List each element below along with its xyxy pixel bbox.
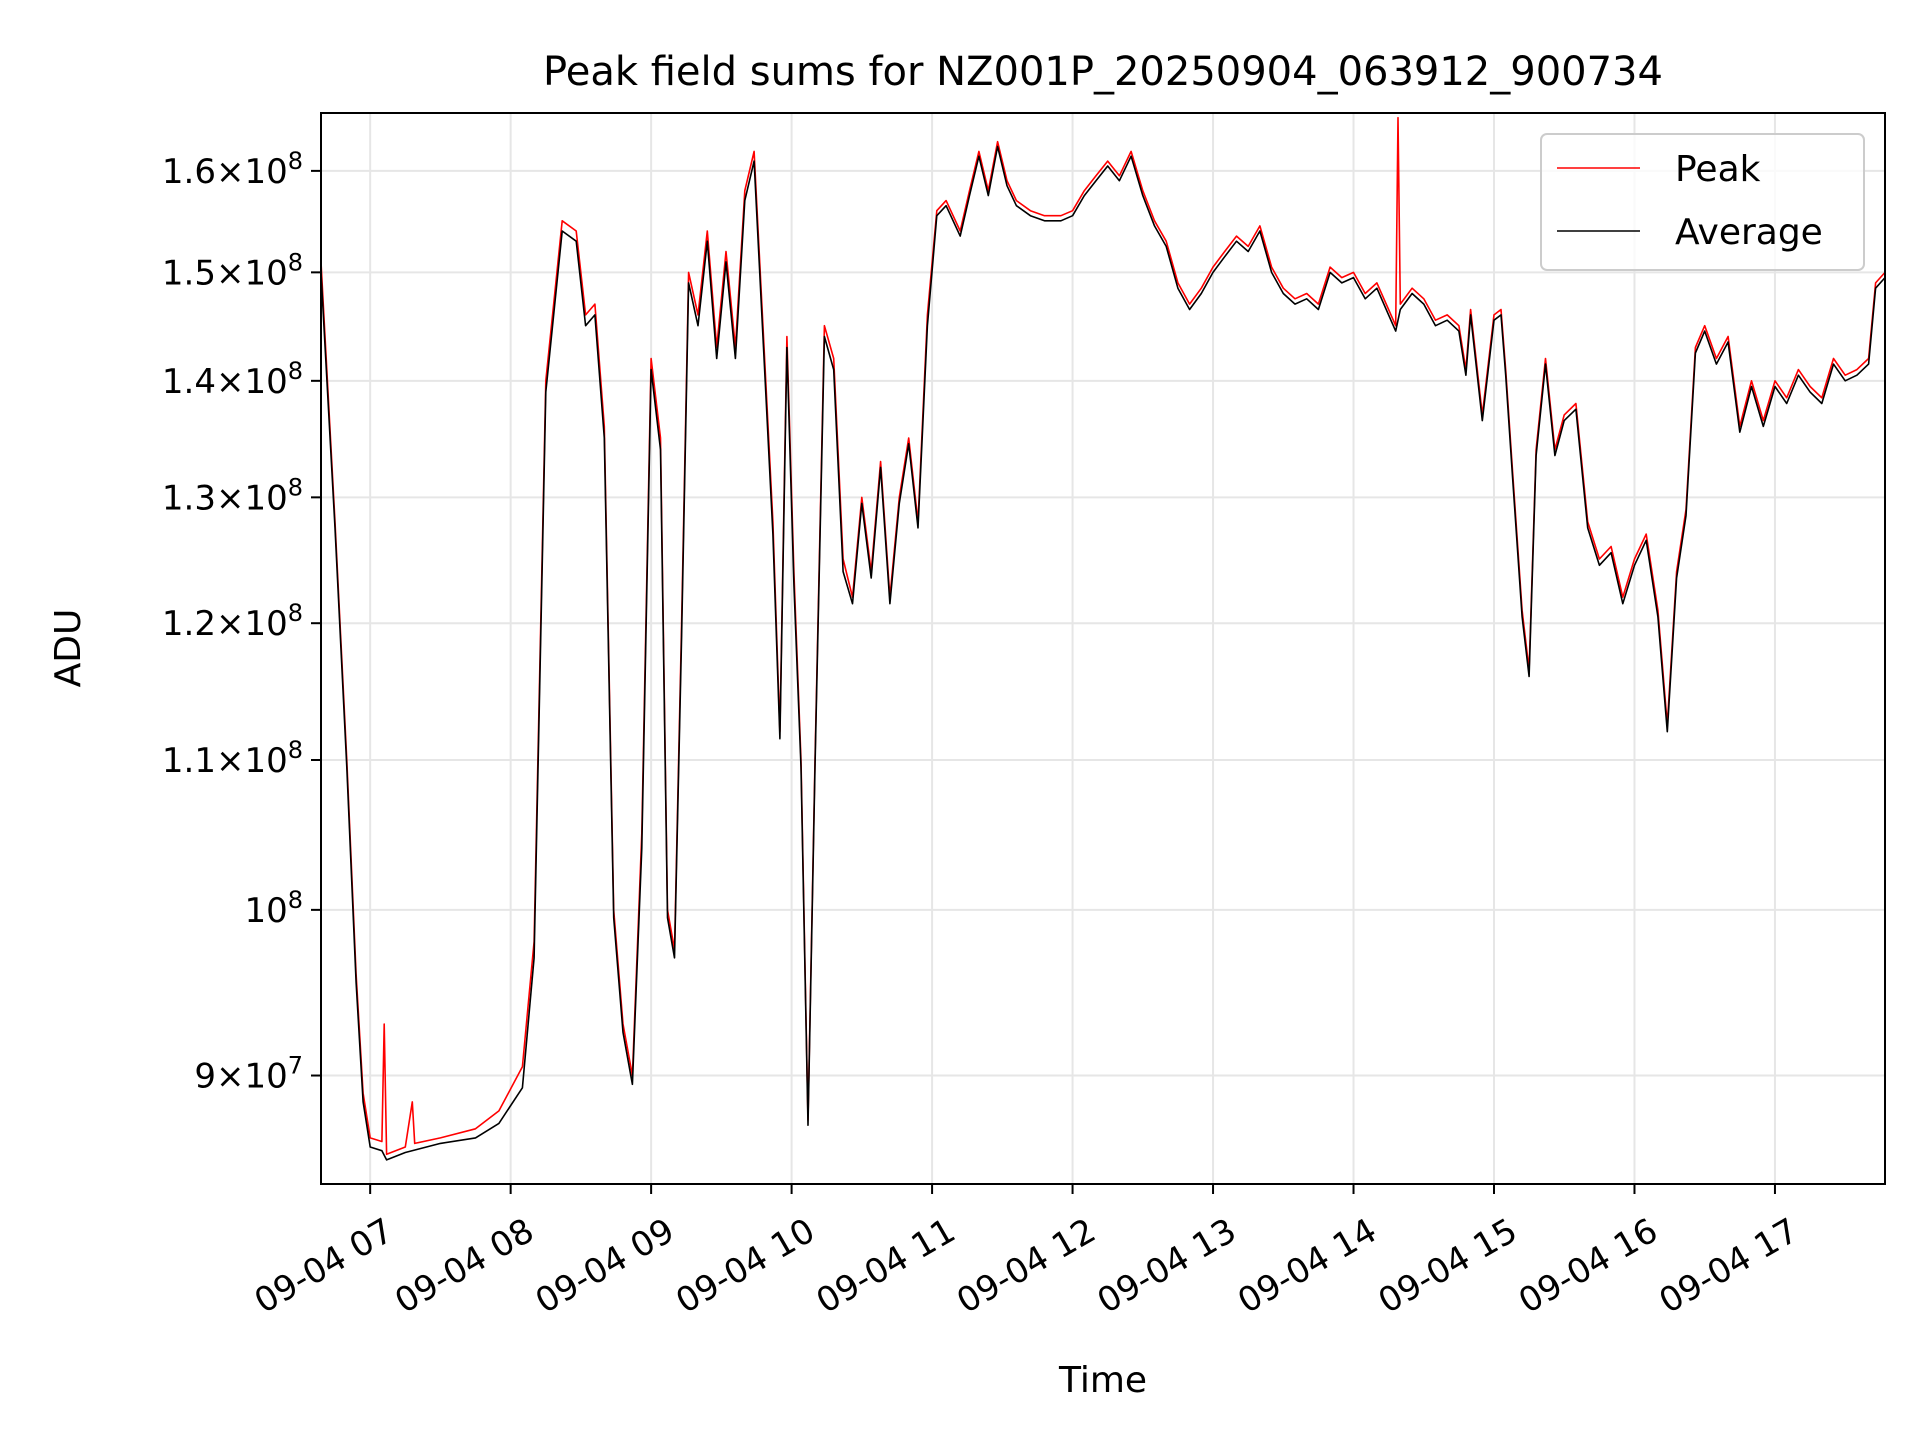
legend-peak-label: Peak	[1675, 149, 1761, 190]
y-tick-base: 10	[244, 152, 287, 192]
y-tick-exponent: 8	[288, 147, 303, 175]
y-tick-label: 1.6×108	[162, 147, 303, 192]
y-tick-mantissa: 1.2×	[162, 604, 245, 644]
y-tick-exponent: 8	[288, 886, 303, 914]
y-tick-exponent: 8	[288, 599, 303, 627]
y-tick-base: 10	[244, 362, 287, 402]
y-tick-label: 108	[244, 886, 303, 931]
y-tick-label: 1.2×108	[162, 599, 303, 644]
chart-title: Peak field sums for NZ001P_20250904_0639…	[543, 49, 1663, 95]
plot-frame	[320, 112, 1886, 1185]
y-tick-label: 1.3×108	[162, 473, 303, 518]
y-tick-base: 10	[244, 478, 287, 518]
y-axis-label: ADU	[48, 609, 89, 688]
y-tick-mantissa: 1.1×	[162, 741, 245, 781]
y-tick-mantissa: 1.3×	[162, 478, 245, 518]
y-tick-exponent: 8	[288, 357, 303, 385]
y-tick-exponent: 8	[288, 736, 303, 764]
y-tick-label: 1.1×108	[162, 736, 303, 781]
y-axis: 9×1071081.1×1081.2×1081.3×1081.4×1081.5×…	[162, 147, 321, 1097]
y-tick-base: 10	[244, 604, 287, 644]
y-tick-base: 10	[244, 1057, 287, 1097]
y-tick-mantissa: 1.4×	[162, 362, 245, 402]
y-tick-mantissa: 1.6×	[162, 152, 245, 192]
series-line-average	[320, 145, 1886, 1161]
series-group	[320, 116, 1886, 1161]
legend: Peak Average	[1540, 133, 1865, 271]
y-tick-label: 1.5×108	[162, 248, 303, 293]
legend-average-label: Average	[1675, 212, 1823, 253]
y-tick-mantissa: 1.5×	[162, 253, 245, 293]
y-tick-label: 1.4×108	[162, 357, 303, 402]
y-tick-label: 9×107	[194, 1052, 303, 1097]
y-tick-exponent: 7	[288, 1052, 303, 1080]
y-tick-mantissa: 9×	[194, 1057, 244, 1097]
y-tick-base: 10	[244, 891, 287, 931]
y-tick-exponent: 8	[288, 248, 303, 276]
series-line-peak	[320, 116, 1886, 1156]
x-axis-label: Time	[1058, 1360, 1147, 1401]
y-tick-base: 10	[244, 741, 287, 781]
y-tick-exponent: 8	[288, 473, 303, 501]
y-tick-base: 10	[244, 253, 287, 293]
